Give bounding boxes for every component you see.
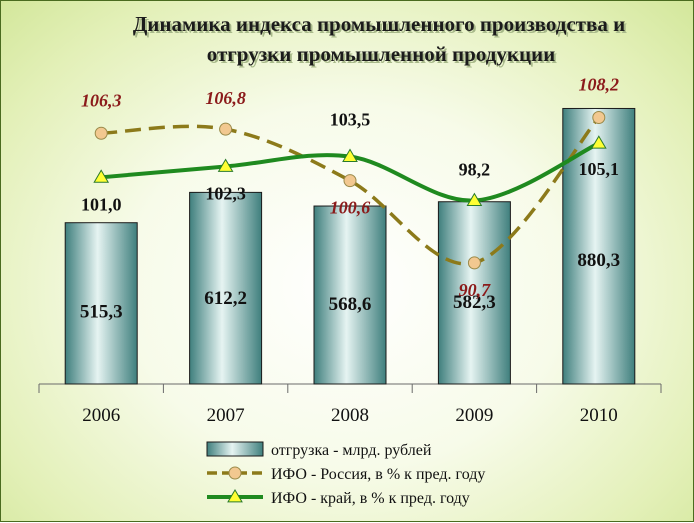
legend-label-shipment: отгрузка - млрд. рублей	[271, 442, 432, 459]
bar	[313, 205, 387, 385]
bar	[189, 191, 263, 385]
data-label-krai: 101,0	[81, 194, 122, 214]
bar-value-label: 582,3	[453, 292, 496, 313]
data-label-russia: 100,6	[330, 198, 371, 218]
x-tick-label: 2010	[580, 405, 618, 426]
bar	[64, 222, 138, 385]
legend-swatch-russia-marker	[228, 466, 242, 480]
data-label-krai: 103,5	[330, 110, 371, 130]
bar-value-label: 568,6	[329, 294, 372, 315]
bar-value-label: 612,2	[204, 288, 247, 309]
chart-title-line-1-shadow: Динамика индекса промышленного производс…	[135, 14, 627, 38]
legend: отгрузка - млрд. рублей ИФО - Россия, в %…	[206, 441, 485, 507]
chart-title-line-2: отгрузки промышленной продукции	[207, 42, 556, 66]
point-krai	[93, 169, 110, 183]
legend-swatch-krai-marker	[227, 489, 243, 503]
chart-title-line-2-shadow: отгрузки промышленной продукции	[209, 44, 558, 68]
x-tick-label: 2006	[82, 405, 120, 426]
point-krai	[342, 148, 358, 162]
data-label-krai: 105,1	[579, 159, 620, 179]
legend-label-krai: ИФО - край, в % к пред. году	[271, 490, 470, 507]
bar	[562, 107, 636, 385]
x-tick-label: 2007	[207, 405, 245, 426]
data-label-krai: 102,3	[205, 184, 246, 204]
point-krai	[217, 158, 234, 172]
plot-area: 2006 2007 2008 2009 2010 515,3 612,2 568,6 582,3…	[38, 74, 662, 426]
point-russia	[219, 122, 233, 136]
data-label-russia: 106,3	[81, 90, 122, 110]
point-russia	[592, 110, 606, 124]
bar-value-label: 880,3	[577, 250, 620, 271]
data-label-russia: 90,7	[459, 280, 492, 300]
point-russia	[94, 126, 108, 140]
point-krai	[590, 135, 607, 149]
chart-title-line-1: Динамика индекса промышленного производс…	[133, 12, 625, 36]
data-label-krai: 98,2	[459, 160, 491, 180]
series-line-russia	[101, 116, 601, 266]
point-russia	[467, 256, 481, 270]
bar-value-label: 515,3	[80, 301, 123, 322]
data-label-russia: 106,8	[205, 88, 246, 108]
x-tick-label: 2009	[455, 405, 493, 426]
bar	[437, 201, 511, 385]
x-tick-label: 2008	[331, 405, 369, 426]
point-russia	[343, 174, 357, 188]
legend-label-russia: ИФО - Россия, в % к пред. году	[271, 466, 485, 483]
legend-swatch-shipment	[206, 441, 264, 457]
point-krai	[466, 192, 483, 206]
data-label-russia: 108,2	[579, 74, 620, 94]
